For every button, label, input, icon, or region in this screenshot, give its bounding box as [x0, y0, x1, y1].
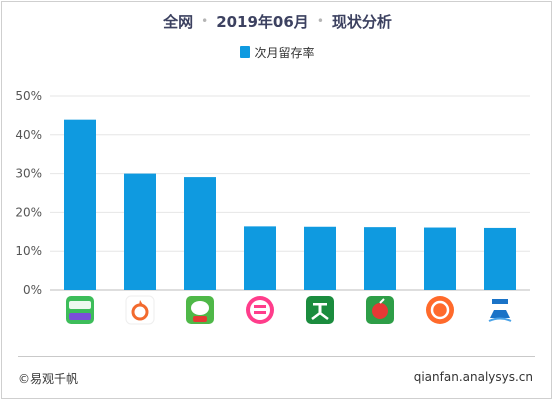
- footer-source-url[interactable]: qianfan.analysys.cn: [413, 370, 533, 384]
- title-period: 2019年06月: [216, 13, 309, 31]
- y-tick-label: 40%: [15, 128, 42, 142]
- chart-title: 全网 • 2019年06月 • 现状分析: [0, 11, 555, 32]
- green-apple-app-icon: [366, 296, 394, 324]
- boat-logo-app-icon: [486, 296, 514, 324]
- chart-legend[interactable]: 次月留存率: [0, 44, 555, 61]
- bar: [244, 226, 276, 290]
- y-tick-label: 10%: [15, 244, 42, 258]
- title-separator: •: [201, 14, 209, 28]
- y-tick-label: 0%: [23, 283, 42, 297]
- title-topic: 现状分析: [331, 13, 392, 31]
- bar: [124, 173, 156, 290]
- bar: [364, 227, 396, 290]
- legend-label: 次月留存率: [254, 46, 315, 60]
- footer-divider: [18, 356, 535, 357]
- title-scope: 全网: [163, 13, 194, 31]
- green-mai-app-icon: [306, 296, 334, 324]
- footer-copyright: ©易观千帆: [18, 372, 79, 386]
- bar: [484, 227, 516, 290]
- green-app-icon: [66, 296, 94, 324]
- y-tick-label: 20%: [15, 205, 42, 219]
- y-tick-label: 30%: [15, 167, 42, 181]
- orange-circle-app-icon: [426, 296, 454, 324]
- title-separator: •: [316, 14, 324, 28]
- y-tick-label: 50%: [15, 89, 42, 103]
- green-mascot-app-icon: [186, 296, 214, 324]
- legend-swatch: [240, 46, 251, 58]
- bar: [64, 119, 96, 290]
- bar: [304, 226, 336, 290]
- pink-circle-app-icon: [246, 296, 274, 324]
- orange-ring-app-icon: [125, 295, 155, 325]
- bar: [424, 227, 456, 290]
- bar: [184, 177, 216, 290]
